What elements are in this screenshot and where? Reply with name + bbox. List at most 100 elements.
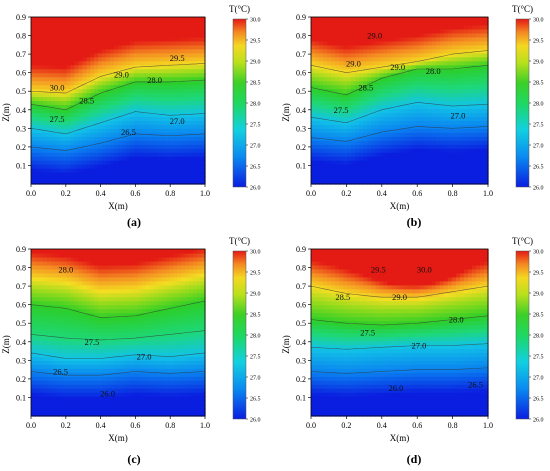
heatmap-cell bbox=[319, 17, 324, 22]
heatmap-cell bbox=[62, 256, 68, 262]
heatmap-cell bbox=[145, 152, 151, 157]
heatmap-cell bbox=[129, 48, 135, 54]
heatmap-cell bbox=[42, 76, 48, 82]
heatmap-cell bbox=[157, 180, 163, 185]
heatmap-field bbox=[311, 17, 489, 185]
heatmap-cell bbox=[58, 360, 64, 365]
heatmap-cell bbox=[74, 136, 80, 141]
heatmap-cell bbox=[451, 172, 457, 177]
heatmap-cell bbox=[407, 156, 413, 161]
heatmap-cell bbox=[375, 164, 380, 169]
heatmap-cell bbox=[395, 148, 401, 153]
heatmap-cell bbox=[58, 392, 64, 397]
heatmap-cell bbox=[443, 140, 449, 145]
heatmap-cell bbox=[443, 168, 449, 173]
heatmap-cell bbox=[355, 20, 360, 26]
heatmap-cell bbox=[455, 24, 461, 30]
heatmap-cell bbox=[50, 48, 56, 54]
heatmap-cell bbox=[110, 24, 115, 30]
heatmap-cell bbox=[311, 152, 316, 157]
heatmap-cell bbox=[31, 128, 36, 133]
heatmap-cell bbox=[121, 56, 127, 62]
heatmap-cell bbox=[459, 36, 465, 42]
heatmap-cell bbox=[106, 156, 111, 161]
heatmap-cell bbox=[431, 120, 437, 125]
heatmap-cell bbox=[331, 72, 336, 78]
heatmap-cell bbox=[66, 176, 72, 181]
heatmap-cell bbox=[375, 132, 380, 137]
heatmap-cell bbox=[467, 84, 473, 90]
colorbar-tick-label: 26.0 bbox=[533, 186, 544, 192]
heatmap-cell bbox=[379, 20, 385, 26]
heatmap-cell bbox=[102, 120, 107, 125]
heatmap-cell bbox=[42, 88, 48, 94]
heatmap-cell bbox=[38, 88, 44, 94]
heatmap-cell bbox=[419, 17, 425, 22]
heatmap-cell bbox=[90, 256, 95, 262]
heatmap-cell bbox=[42, 260, 48, 266]
heatmap-cell bbox=[161, 164, 167, 169]
heatmap-cell bbox=[379, 60, 385, 66]
contour-label: 28.5 bbox=[358, 83, 373, 93]
heatmap-cell bbox=[415, 112, 421, 118]
heatmap-cell bbox=[66, 300, 72, 306]
heatmap-cell bbox=[181, 64, 186, 70]
x-tick-label: 0.8 bbox=[165, 189, 175, 198]
heatmap-cell bbox=[451, 80, 457, 86]
heatmap-cell bbox=[323, 76, 328, 82]
heatmap-cell bbox=[387, 148, 393, 153]
heatmap-cell bbox=[102, 320, 107, 326]
heatmap-cell bbox=[157, 104, 163, 110]
heatmap-cell bbox=[431, 32, 437, 38]
heatmap-cell bbox=[94, 372, 99, 377]
heatmap-cell bbox=[110, 160, 115, 165]
heatmap-cell bbox=[137, 360, 143, 365]
heatmap-cell bbox=[106, 60, 111, 66]
heatmap-cell bbox=[66, 76, 72, 82]
heatmap-cell bbox=[137, 392, 143, 397]
heatmap-cell bbox=[102, 280, 107, 286]
heatmap-cell bbox=[379, 160, 385, 165]
heatmap-cell bbox=[327, 124, 332, 129]
heatmap-cell bbox=[451, 180, 457, 185]
heatmap-cell bbox=[399, 56, 405, 62]
heatmap-cell bbox=[411, 44, 417, 50]
heatmap-cell bbox=[359, 176, 364, 181]
heatmap-cell bbox=[403, 64, 409, 70]
heatmap-cell bbox=[431, 108, 437, 114]
heatmap-cell bbox=[125, 372, 131, 377]
heatmap-cell bbox=[129, 84, 135, 90]
heatmap-cell bbox=[82, 120, 87, 125]
heatmap-cell bbox=[54, 156, 60, 161]
heatmap-cell bbox=[74, 368, 80, 373]
heatmap-cell bbox=[415, 80, 421, 86]
heatmap-cell bbox=[125, 72, 131, 78]
heatmap-cell bbox=[54, 128, 60, 133]
heatmap-cell bbox=[90, 288, 95, 294]
heatmap-cell bbox=[383, 52, 389, 58]
heatmap-cell bbox=[185, 152, 190, 157]
heatmap-cell bbox=[165, 172, 170, 177]
heatmap-cell bbox=[327, 48, 332, 54]
heatmap-cell bbox=[315, 168, 320, 173]
heatmap-cell bbox=[335, 76, 340, 82]
heatmap-cell bbox=[331, 32, 336, 38]
heatmap-cell bbox=[74, 156, 80, 161]
heatmap-cell bbox=[451, 124, 457, 129]
heatmap-cell bbox=[399, 88, 405, 94]
heatmap-cell bbox=[82, 264, 87, 270]
heatmap-cell bbox=[355, 40, 360, 46]
heatmap-cell bbox=[62, 308, 68, 314]
heatmap-cell bbox=[439, 72, 445, 78]
heatmap-cell bbox=[66, 400, 72, 405]
heatmap-cell bbox=[347, 36, 352, 42]
heatmap-cell bbox=[371, 164, 376, 169]
heatmap-cell bbox=[42, 360, 48, 365]
heatmap-cell bbox=[106, 348, 111, 353]
heatmap-cell bbox=[319, 176, 324, 181]
heatmap-cell bbox=[34, 76, 40, 82]
heatmap-cell bbox=[185, 116, 190, 121]
heatmap-cell bbox=[423, 128, 429, 133]
heatmap-cell bbox=[395, 64, 401, 70]
heatmap-cell bbox=[121, 308, 127, 314]
